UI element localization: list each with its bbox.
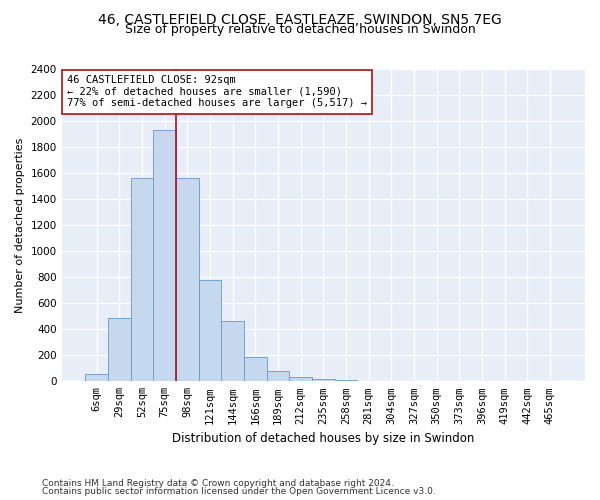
Bar	[221, 322, 244, 382]
Text: Size of property relative to detached houses in Swindon: Size of property relative to detached ho…	[125, 22, 475, 36]
Bar	[266, 371, 289, 382]
Bar	[131, 178, 154, 382]
Bar	[199, 280, 221, 382]
Text: Contains HM Land Registry data © Crown copyright and database right 2024.: Contains HM Land Registry data © Crown c…	[42, 478, 394, 488]
Bar	[154, 130, 176, 382]
Text: 46, CASTLEFIELD CLOSE, EASTLEAZE, SWINDON, SN5 7EG: 46, CASTLEFIELD CLOSE, EASTLEAZE, SWINDO…	[98, 12, 502, 26]
Bar	[312, 379, 335, 382]
Bar	[108, 318, 131, 382]
Bar	[244, 357, 266, 382]
Text: 46 CASTLEFIELD CLOSE: 92sqm
← 22% of detached houses are smaller (1,590)
77% of : 46 CASTLEFIELD CLOSE: 92sqm ← 22% of det…	[67, 75, 367, 108]
Bar	[289, 378, 312, 382]
Bar	[335, 380, 358, 382]
Bar	[85, 374, 108, 382]
X-axis label: Distribution of detached houses by size in Swindon: Distribution of detached houses by size …	[172, 432, 475, 445]
Bar	[176, 178, 199, 382]
Text: Contains public sector information licensed under the Open Government Licence v3: Contains public sector information licen…	[42, 487, 436, 496]
Y-axis label: Number of detached properties: Number of detached properties	[15, 138, 25, 313]
